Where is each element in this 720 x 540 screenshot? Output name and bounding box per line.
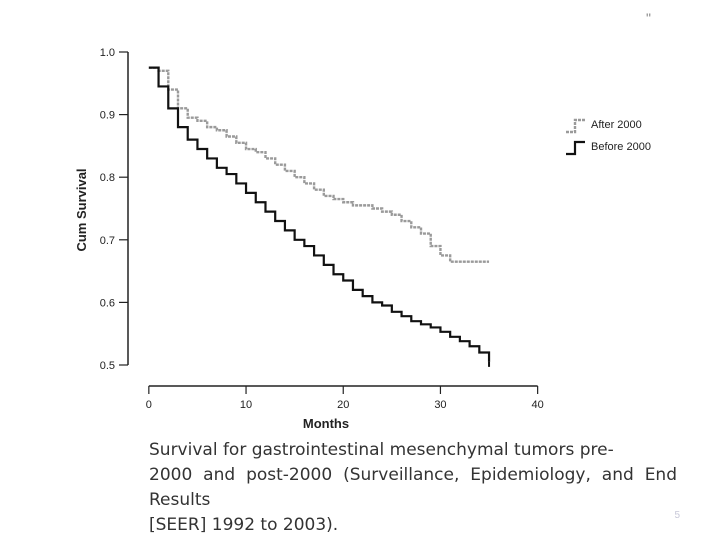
x-tick-label: 10 — [240, 399, 252, 411]
legend-symbol — [566, 118, 585, 134]
slide-number: 5 — [674, 510, 680, 521]
legend-symbol — [566, 140, 585, 156]
survival-chart: 0.5 0.6 0.7 0.8 0.9 1.0 0 10 20 30 40 After 2000 B… — [74, 47, 651, 430]
x-tick-label: 20 — [337, 399, 349, 411]
x-tick-label: 40 — [532, 399, 544, 411]
series-line-before-2000 — [148, 66, 491, 362]
x-axis-label: Months — [303, 416, 349, 430]
chart-legend: After 2000 Before 2000 — [566, 118, 651, 156]
corner-mark: " — [646, 10, 651, 26]
x-ticks: 0 10 20 30 40 — [146, 386, 544, 411]
caption-line-3: [SEER] 1992 to 2003). — [149, 515, 339, 535]
chart-axes: 0.5 0.6 0.7 0.8 0.9 1.0 0 10 20 30 40 — [100, 47, 544, 411]
series-layer — [148, 66, 491, 367]
x-tick-label: 0 — [146, 399, 152, 411]
caption-line-1: Survival for gastrointestinal mesenchyma… — [149, 440, 614, 460]
caption-line-2: 2000 and post-2000 (Surveillance, Epidem… — [149, 465, 677, 510]
y-axis-label: Cum Survival — [74, 168, 89, 251]
y-tick-label: 0.8 — [100, 172, 115, 184]
legend-label: After 2000 — [591, 119, 642, 131]
y-tick-label: 0.9 — [100, 110, 115, 122]
legend-label: Before 2000 — [591, 141, 651, 153]
figure-caption: Survival for gastrointestinal mesenchyma… — [149, 438, 677, 538]
y-ticks: 0.5 0.6 0.7 0.8 0.9 1.0 — [100, 47, 128, 372]
y-tick-label: 0.6 — [100, 297, 115, 309]
x-tick-label: 30 — [434, 399, 446, 411]
series-line-after-2000 — [148, 66, 490, 263]
y-tick-label: 0.7 — [100, 235, 115, 247]
y-tick-label: 1.0 — [100, 47, 115, 59]
y-tick-label: 0.5 — [100, 360, 115, 372]
